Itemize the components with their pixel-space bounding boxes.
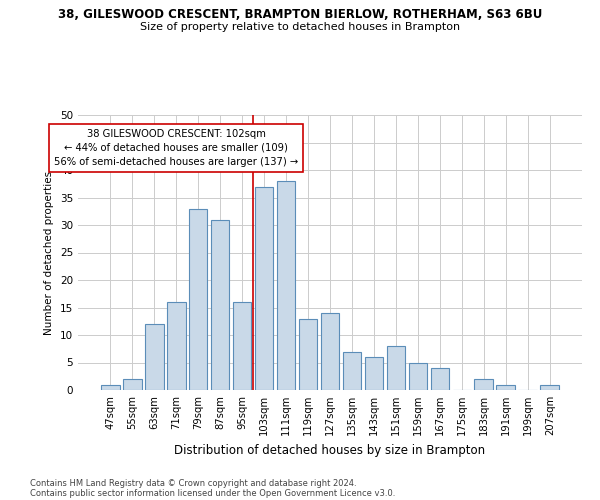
Bar <box>167 302 185 390</box>
Bar <box>123 379 142 390</box>
Bar <box>145 324 164 390</box>
Bar <box>255 186 274 390</box>
Bar <box>189 208 208 390</box>
Bar <box>541 384 559 390</box>
Text: Size of property relative to detached houses in Brampton: Size of property relative to detached ho… <box>140 22 460 32</box>
Text: 38 GILESWOOD CRESCENT: 102sqm
← 44% of detached houses are smaller (109)
56% of : 38 GILESWOOD CRESCENT: 102sqm ← 44% of d… <box>54 128 298 167</box>
Text: Contains HM Land Registry data © Crown copyright and database right 2024.: Contains HM Land Registry data © Crown c… <box>30 478 356 488</box>
Bar <box>277 181 295 390</box>
Bar <box>386 346 405 390</box>
Bar <box>211 220 229 390</box>
Text: Contains public sector information licensed under the Open Government Licence v3: Contains public sector information licen… <box>30 488 395 498</box>
Bar <box>101 384 119 390</box>
Bar <box>233 302 251 390</box>
X-axis label: Distribution of detached houses by size in Brampton: Distribution of detached houses by size … <box>175 444 485 456</box>
Bar <box>475 379 493 390</box>
Y-axis label: Number of detached properties: Number of detached properties <box>44 170 55 334</box>
Bar <box>496 384 515 390</box>
Bar <box>365 357 383 390</box>
Bar <box>299 318 317 390</box>
Bar <box>320 313 340 390</box>
Text: 38, GILESWOOD CRESCENT, BRAMPTON BIERLOW, ROTHERHAM, S63 6BU: 38, GILESWOOD CRESCENT, BRAMPTON BIERLOW… <box>58 8 542 20</box>
Bar <box>431 368 449 390</box>
Bar <box>343 352 361 390</box>
Bar <box>409 362 427 390</box>
